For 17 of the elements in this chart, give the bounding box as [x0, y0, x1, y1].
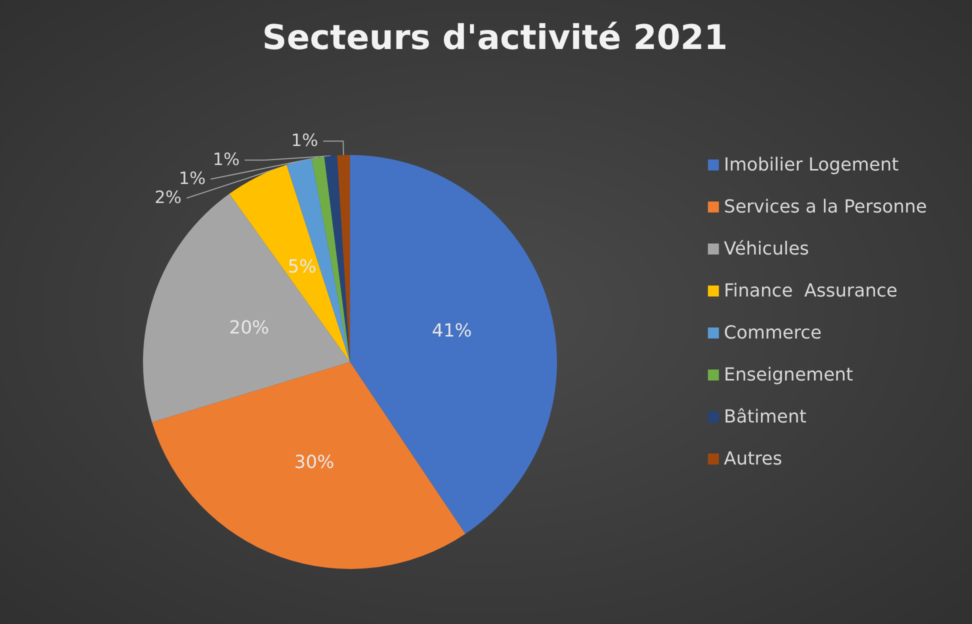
data-label: 2%	[154, 188, 182, 208]
legend-label: Bâtiment	[724, 406, 806, 428]
legend-label: Enseignement	[724, 364, 854, 386]
legend-label: Imobilier Logement	[724, 154, 899, 176]
legend-label: Commerce	[724, 322, 822, 344]
data-label: 1%	[291, 131, 318, 152]
legend-label: Finance Assurance	[724, 280, 898, 302]
data-label: 5%	[288, 256, 316, 278]
data-label: 1%	[178, 169, 206, 190]
data-label: 30%	[294, 452, 334, 473]
chart-title: Secteurs d'activité 2021	[262, 18, 728, 58]
legend-label: Services a la Personne	[724, 196, 928, 218]
data-label: 1%	[212, 150, 240, 170]
legend-label: Véhicules	[724, 238, 810, 260]
data-label: 41%	[432, 320, 472, 342]
data-label: 20%	[229, 317, 270, 338]
legend-label: Autres	[724, 448, 782, 470]
